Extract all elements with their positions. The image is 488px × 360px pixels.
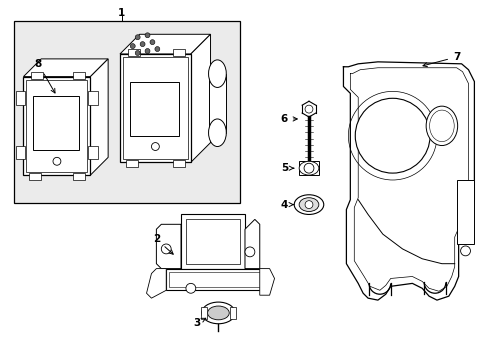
Bar [230, 307, 236, 319]
Circle shape [161, 244, 171, 254]
Bar [88, 91, 98, 105]
Bar [120, 54, 190, 162]
Bar [173, 49, 184, 56]
Circle shape [53, 157, 61, 165]
Text: 8: 8 [35, 59, 55, 93]
Polygon shape [90, 59, 108, 175]
Text: 2: 2 [152, 234, 173, 254]
Text: 4: 4 [280, 199, 293, 210]
Bar [127, 49, 140, 56]
Bar [185, 219, 240, 264]
Polygon shape [156, 224, 181, 269]
Circle shape [135, 50, 140, 55]
Circle shape [151, 143, 159, 150]
Ellipse shape [299, 161, 318, 175]
Polygon shape [146, 269, 166, 298]
Circle shape [145, 49, 150, 54]
Bar [16, 91, 25, 105]
Polygon shape [190, 34, 210, 162]
Bar [29, 173, 41, 180]
Polygon shape [120, 34, 210, 54]
Ellipse shape [201, 302, 235, 324]
Bar [125, 160, 138, 167]
Bar [31, 72, 43, 78]
Ellipse shape [294, 195, 323, 215]
Bar [88, 145, 98, 159]
Bar [299, 161, 318, 175]
Bar [26, 80, 87, 172]
Bar [181, 215, 244, 269]
Circle shape [140, 42, 145, 46]
Bar [16, 145, 25, 159]
Bar [166, 269, 264, 290]
Circle shape [304, 163, 313, 173]
Circle shape [155, 46, 160, 51]
Circle shape [150, 40, 155, 45]
Polygon shape [259, 269, 274, 295]
Bar [23, 77, 90, 175]
Text: 1: 1 [118, 8, 125, 18]
Ellipse shape [425, 106, 457, 145]
Text: 7: 7 [422, 52, 459, 67]
Circle shape [460, 246, 469, 256]
Polygon shape [23, 59, 108, 77]
Circle shape [130, 44, 135, 49]
Circle shape [244, 247, 254, 257]
Ellipse shape [208, 119, 226, 147]
Text: 3: 3 [193, 318, 205, 328]
Circle shape [355, 98, 429, 173]
Text: 5: 5 [280, 163, 293, 173]
Circle shape [305, 105, 312, 113]
Ellipse shape [207, 306, 229, 320]
Ellipse shape [299, 198, 318, 212]
Bar [208, 74, 226, 133]
Circle shape [185, 283, 195, 293]
Polygon shape [343, 62, 473, 300]
Bar [33, 96, 79, 150]
Bar [456, 180, 473, 244]
Bar [173, 160, 184, 167]
Circle shape [305, 201, 312, 208]
Bar [73, 72, 84, 78]
Circle shape [135, 35, 140, 40]
Polygon shape [244, 219, 259, 269]
Ellipse shape [208, 60, 226, 87]
Bar [14, 21, 240, 203]
Bar [73, 173, 84, 180]
Bar [200, 307, 206, 319]
Circle shape [145, 33, 150, 38]
Bar [129, 82, 179, 136]
Bar [122, 57, 187, 159]
Text: 6: 6 [280, 114, 297, 124]
Bar [169, 271, 261, 287]
